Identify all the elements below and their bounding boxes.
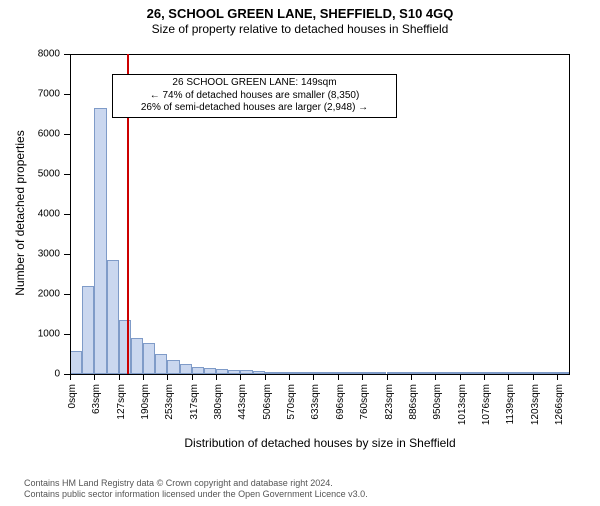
histogram-bar (131, 338, 143, 374)
histogram-bar (143, 343, 155, 374)
x-tick (192, 374, 193, 380)
histogram-bar (70, 351, 82, 374)
y-tick (64, 254, 70, 255)
y-tick (64, 54, 70, 55)
x-tick (411, 374, 412, 380)
y-tick-label: 1000 (0, 329, 60, 340)
x-tick (338, 374, 339, 380)
histogram-bar (82, 286, 94, 374)
footer-attribution: Contains HM Land Registry data © Crown c… (24, 478, 368, 500)
info-box-line: 26 SCHOOL GREEN LANE: 149sqm (117, 77, 392, 90)
y-tick (64, 94, 70, 95)
x-tick-label: 823sqm (384, 384, 395, 420)
x-tick (508, 374, 509, 380)
y-axis-label: Number of detached properties (13, 113, 27, 313)
x-tick-label: 63sqm (91, 384, 102, 414)
x-tick (387, 374, 388, 380)
x-tick-label: 190sqm (140, 384, 151, 420)
x-tick-label: 1266sqm (554, 384, 565, 425)
property-info-box: 26 SCHOOL GREEN LANE: 149sqm← 74% of det… (112, 74, 397, 118)
x-tick (289, 374, 290, 380)
y-tick-label: 8000 (0, 49, 60, 60)
footer-line-1: Contains HM Land Registry data © Crown c… (24, 478, 368, 489)
x-tick (265, 374, 266, 380)
x-tick (460, 374, 461, 380)
y-tick-label: 6000 (0, 129, 60, 140)
x-axis-line (70, 374, 570, 375)
info-box-line: ← 74% of detached houses are smaller (8,… (117, 90, 392, 103)
x-tick-label: 633sqm (310, 384, 321, 420)
x-tick-label: 380sqm (213, 384, 224, 420)
y-tick-label: 5000 (0, 169, 60, 180)
y-tick-label: 3000 (0, 249, 60, 260)
x-tick (167, 374, 168, 380)
x-tick-label: 317sqm (189, 384, 200, 420)
y-tick (64, 134, 70, 135)
y-tick (64, 334, 70, 335)
y-axis-line (70, 54, 71, 374)
histogram-bar (192, 367, 204, 374)
histogram-bar (167, 360, 179, 374)
x-tick-label: 886sqm (408, 384, 419, 420)
chart-container: 0 1000 2000 3000 4000 5000 6000 7000 8000 0sqm 63s… (0, 6, 600, 506)
x-tick-label: 760sqm (359, 384, 370, 420)
x-tick-label: 443sqm (237, 384, 248, 420)
y-tick (64, 294, 70, 295)
x-tick-label: 506sqm (262, 384, 273, 420)
x-tick (362, 374, 363, 380)
x-tick (94, 374, 95, 380)
x-tick-label: 1076sqm (481, 384, 492, 425)
y-tick-label: 7000 (0, 89, 60, 100)
x-tick-label: 570sqm (286, 384, 297, 420)
x-tick (435, 374, 436, 380)
x-tick (119, 374, 120, 380)
histogram-bar (94, 108, 106, 374)
x-tick-label: 1013sqm (457, 384, 468, 425)
y-tick-label: 0 (0, 369, 60, 380)
x-tick-label: 253sqm (164, 384, 175, 420)
x-tick (240, 374, 241, 380)
x-axis-label: Distribution of detached houses by size … (70, 436, 570, 450)
y-tick-label: 4000 (0, 209, 60, 220)
x-tick-label: 1203sqm (530, 384, 541, 425)
x-tick (533, 374, 534, 380)
y-tick (64, 174, 70, 175)
x-tick-label: 950sqm (432, 384, 443, 420)
y-tick (64, 214, 70, 215)
x-tick (557, 374, 558, 380)
histogram-bar (155, 354, 167, 374)
y-tick-label: 2000 (0, 289, 60, 300)
x-tick (143, 374, 144, 380)
x-tick (216, 374, 217, 380)
histogram-bar (107, 260, 119, 374)
x-tick (484, 374, 485, 380)
x-tick-label: 0sqm (67, 384, 78, 408)
x-tick-label: 1139sqm (505, 384, 516, 424)
x-tick-label: 696sqm (335, 384, 346, 420)
histogram-bar (180, 364, 192, 374)
x-tick (70, 374, 71, 380)
x-tick-label: 127sqm (116, 384, 127, 420)
info-box-line: 26% of semi-detached houses are larger (… (117, 102, 392, 115)
x-tick (313, 374, 314, 380)
footer-line-2: Contains public sector information licen… (24, 489, 368, 500)
